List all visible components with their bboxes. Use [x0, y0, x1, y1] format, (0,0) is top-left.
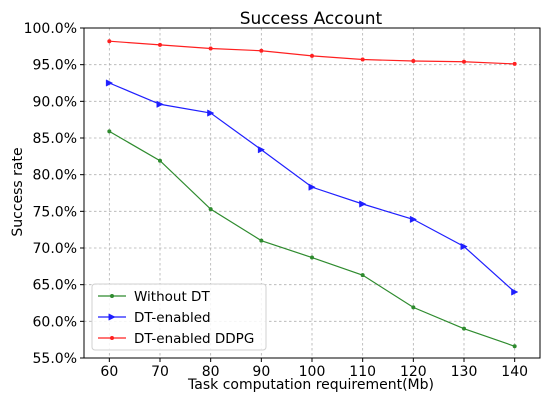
x-tick-label: 80 — [202, 364, 220, 380]
data-point — [512, 344, 517, 349]
data-point — [409, 215, 418, 224]
y-tick-label: 75.0% — [33, 204, 77, 220]
data-point — [107, 129, 112, 134]
legend: Without DT DT-enabled DT-enabled DDPG — [91, 283, 267, 351]
x-tick-label: 60 — [100, 364, 118, 380]
chart-title: Success Account — [240, 9, 383, 29]
data-point — [462, 326, 466, 331]
y-tick-label: 95.0% — [33, 58, 77, 74]
x-tick-label: 140 — [501, 364, 528, 380]
data-point — [411, 305, 416, 310]
data-point — [158, 42, 162, 47]
x-tick-label: 70 — [151, 364, 169, 380]
series-group — [107, 39, 517, 66]
data-point — [207, 109, 215, 117]
y-tick-label: 90.0% — [33, 94, 77, 110]
x-tick-label: 130 — [451, 364, 478, 380]
series-group — [105, 79, 519, 296]
x-tick-label: 120 — [400, 364, 427, 380]
data-point — [360, 57, 365, 62]
data-point — [359, 200, 367, 208]
data-point — [411, 59, 416, 63]
legend-marker — [110, 294, 114, 298]
data-point — [107, 39, 112, 44]
data-point — [310, 255, 314, 260]
y-tick-label: 55.0% — [33, 351, 77, 367]
data-point — [259, 238, 264, 243]
data-point — [512, 61, 517, 66]
data-point — [257, 146, 266, 154]
x-axis-label: Task computation requirement(Mb) — [187, 377, 434, 393]
legend-marker — [108, 313, 116, 321]
x-tick-label: 90 — [252, 364, 270, 380]
x-tick-label: 110 — [349, 364, 376, 380]
data-point — [310, 53, 314, 58]
legend-marker — [110, 336, 114, 340]
y-axis-label: Success rate — [10, 147, 26, 236]
series-lines — [105, 39, 519, 349]
data-point — [158, 158, 162, 163]
data-point — [511, 288, 519, 296]
y-tick-label: 100.0% — [24, 21, 77, 37]
series-group — [107, 129, 517, 349]
data-point — [460, 242, 468, 251]
x-tick-label: 100 — [299, 364, 326, 380]
legend-label: DT-enabled DDPG — [134, 331, 254, 347]
data-point — [208, 207, 213, 212]
legend-box — [91, 283, 267, 351]
data-point — [105, 79, 114, 87]
data-point — [208, 46, 213, 51]
data-point — [360, 273, 365, 278]
legend-label: Without DT — [134, 289, 210, 305]
y-tick-label: 60.0% — [33, 314, 77, 330]
axis-ticks: 60 70 80 90 100 110 120 130 140 55.0% 60.0% 65.0% 70… — [24, 21, 528, 380]
y-tick-label: 80.0% — [33, 168, 77, 184]
y-tick-label: 65.0% — [33, 278, 77, 294]
data-point — [462, 59, 466, 64]
y-tick-label: 70.0% — [33, 241, 77, 257]
data-point — [156, 100, 164, 108]
legend-label: DT-enabled — [134, 310, 211, 326]
y-tick-label: 85.0% — [33, 131, 77, 147]
data-point — [308, 183, 316, 191]
data-point — [259, 48, 264, 53]
